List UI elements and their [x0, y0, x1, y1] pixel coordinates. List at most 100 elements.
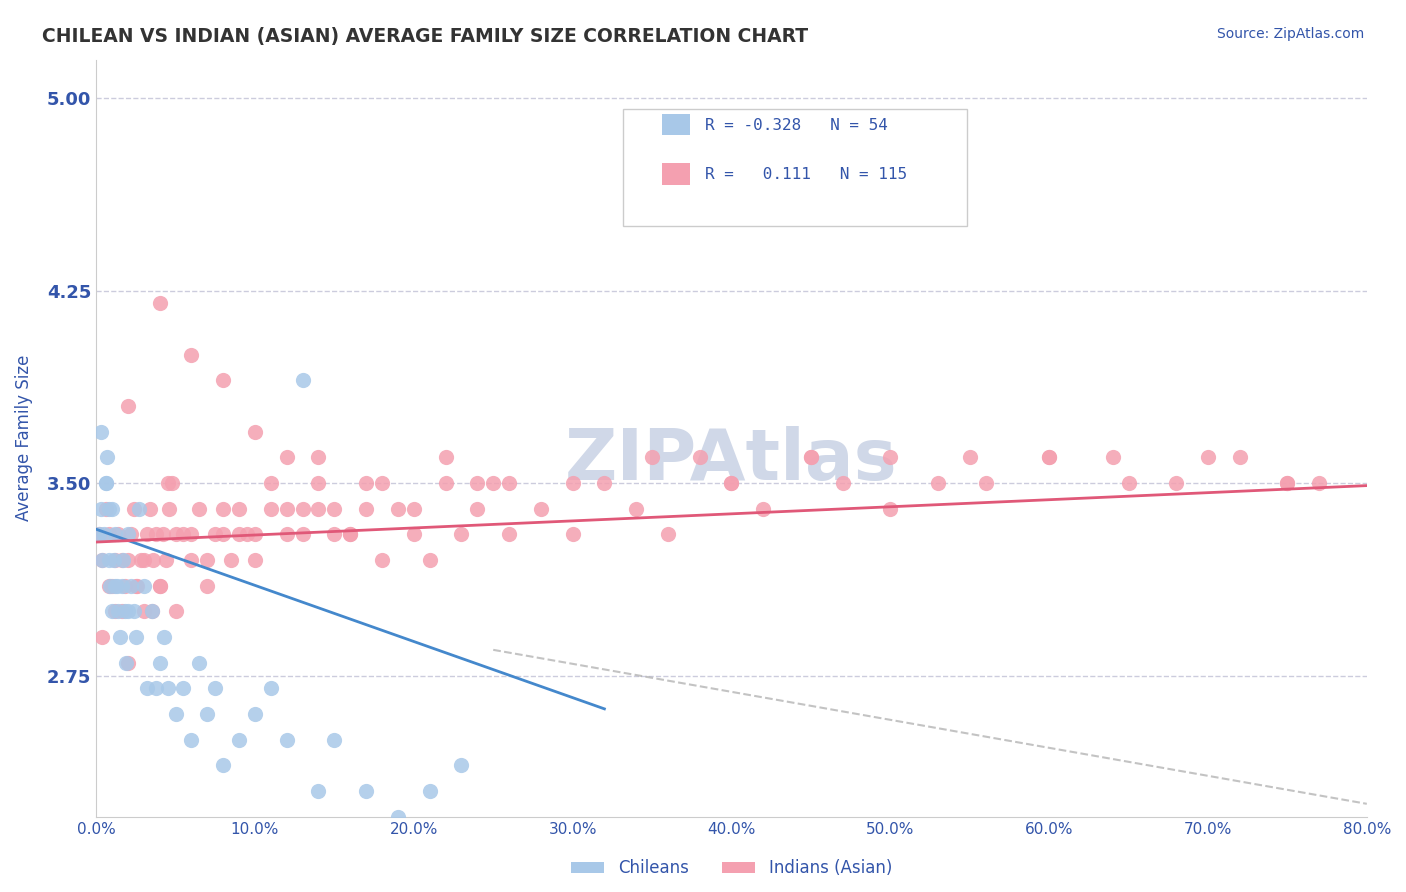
Point [117, 553, 139, 567]
Point [97, 579, 120, 593]
Point [434, 476, 457, 491]
Point [212, 373, 235, 387]
Point [219, 553, 242, 567]
Point [402, 527, 425, 541]
Point [228, 527, 250, 541]
Point [180, 348, 202, 362]
Point [228, 501, 250, 516]
Point [498, 527, 520, 541]
Point [260, 476, 283, 491]
Point [276, 732, 298, 747]
Point [94, 476, 117, 491]
Point [173, 527, 195, 541]
Point [100, 579, 122, 593]
Point [104, 527, 127, 541]
Point [107, 527, 129, 541]
Point [276, 450, 298, 465]
Point [91, 553, 114, 567]
Point [153, 630, 176, 644]
Point [387, 501, 409, 516]
Point [204, 527, 226, 541]
Point [188, 656, 211, 670]
Text: R = -0.328   N = 54: R = -0.328 N = 54 [704, 118, 887, 133]
Point [212, 501, 235, 516]
Point [1101, 450, 1123, 465]
Point [149, 579, 172, 593]
Point [94, 476, 117, 491]
Point [561, 527, 583, 541]
Point [157, 501, 180, 516]
Point [800, 450, 823, 465]
Point [689, 450, 711, 465]
Point [110, 604, 132, 618]
Point [236, 527, 259, 541]
Point [136, 527, 159, 541]
FancyBboxPatch shape [623, 109, 966, 227]
Point [831, 476, 853, 491]
Point [129, 553, 152, 567]
Point [90, 425, 112, 439]
Point [107, 604, 129, 618]
Point [927, 476, 949, 491]
Point [188, 501, 211, 516]
Point [354, 476, 377, 491]
Point [371, 553, 394, 567]
Point [132, 604, 155, 618]
Point [1197, 450, 1219, 465]
Point [450, 758, 472, 772]
Point [974, 476, 997, 491]
Point [117, 527, 139, 541]
Point [465, 501, 488, 516]
Point [115, 656, 138, 670]
Point [94, 501, 117, 516]
Point [114, 604, 136, 618]
FancyBboxPatch shape [662, 113, 689, 136]
Point [212, 527, 235, 541]
Point [1166, 476, 1188, 491]
Point [180, 553, 202, 567]
Point [104, 604, 127, 618]
Point [125, 630, 148, 644]
Y-axis label: Average Family Size: Average Family Size [15, 355, 32, 521]
Point [276, 501, 298, 516]
Point [1229, 450, 1251, 465]
Point [122, 604, 145, 618]
Text: Source: ZipAtlas.com: Source: ZipAtlas.com [1216, 27, 1364, 41]
Point [1308, 476, 1330, 491]
Point [1277, 476, 1299, 491]
Point [120, 579, 142, 593]
Point [339, 527, 361, 541]
Point [308, 784, 330, 798]
Point [152, 527, 174, 541]
Point [1038, 450, 1060, 465]
Point [482, 476, 505, 491]
Point [419, 784, 441, 798]
Point [101, 579, 124, 593]
Point [243, 425, 266, 439]
Point [162, 476, 184, 491]
Point [90, 501, 112, 516]
Point [1038, 450, 1060, 465]
Point [145, 527, 167, 541]
Point [165, 604, 187, 618]
Point [402, 501, 425, 516]
Point [243, 553, 266, 567]
Point [141, 604, 163, 618]
Point [323, 501, 346, 516]
Point [1118, 476, 1140, 491]
Point [127, 579, 149, 593]
Point [354, 501, 377, 516]
Point [354, 784, 377, 798]
Point [720, 476, 742, 491]
Point [165, 527, 187, 541]
Point [155, 553, 177, 567]
Point [89, 527, 111, 541]
Point [117, 656, 139, 670]
Point [117, 399, 139, 413]
Point [879, 450, 901, 465]
Point [323, 527, 346, 541]
Point [101, 501, 124, 516]
Point [149, 656, 172, 670]
Point [657, 527, 679, 541]
Point [91, 630, 114, 644]
